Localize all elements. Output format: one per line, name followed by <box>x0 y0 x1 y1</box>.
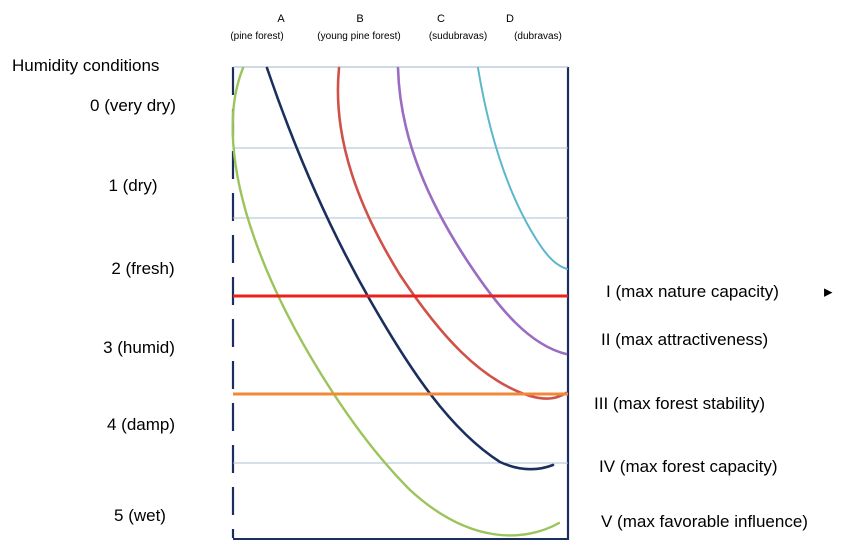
humidity-level-2: 2 (fresh) <box>111 259 174 278</box>
humidity-level-5: 5 (wet) <box>114 506 166 525</box>
column-letter-c: C <box>437 13 445 25</box>
y-axis-title: Humidity conditions <box>12 56 159 75</box>
humidity-level-1: 1 (dry) <box>108 176 157 195</box>
humidity-levels: 0 (very dry) 1 (dry) 2 (fresh) 3 (humid)… <box>90 96 176 525</box>
curve-navy <box>265 66 555 471</box>
column-letter-b: B <box>356 13 363 25</box>
trailing-mark: ▸ <box>824 282 833 301</box>
column-label-d: (dubravas) <box>514 31 562 42</box>
curve-red <box>336 66 568 400</box>
curve-teal <box>477 67 568 270</box>
grid-lines <box>233 147 568 464</box>
level-label-v: V (max favorable influence) <box>601 512 808 531</box>
column-label-c: (sudubravas) <box>429 31 487 42</box>
level-label-ii: II (max attractiveness) <box>601 330 768 349</box>
column-label-b: (young pine forest) <box>317 31 400 42</box>
level-labels: I (max nature capacity) ▸ II (max attrac… <box>594 282 833 531</box>
diagram-frame <box>231 66 570 540</box>
curves <box>231 66 568 537</box>
humidity-level-3: 3 (humid) <box>103 338 175 357</box>
curve-green <box>231 66 561 537</box>
column-headers: A (pine forest) B (young pine forest) C … <box>230 13 562 42</box>
column-label-a: (pine forest) <box>230 31 283 42</box>
level-label-iv: IV (max forest capacity) <box>599 457 778 476</box>
level-label-iii: III (max forest stability) <box>594 394 765 413</box>
humidity-level-0: 0 (very dry) <box>90 96 176 115</box>
level-label-i: I (max nature capacity) <box>606 282 779 301</box>
humidity-level-4: 4 (damp) <box>107 415 175 434</box>
column-letter-a: A <box>277 13 285 25</box>
column-letter-d: D <box>506 13 514 25</box>
curve-purple <box>396 66 568 356</box>
